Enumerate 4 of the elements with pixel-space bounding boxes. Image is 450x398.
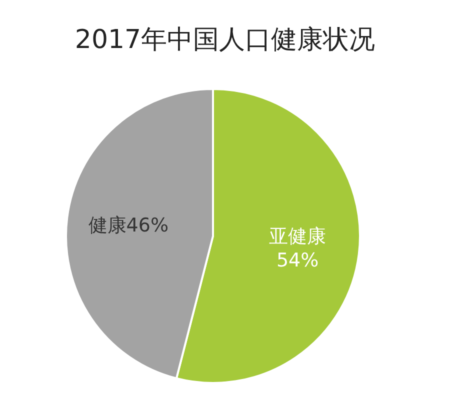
chart-title: 2017年中国人口健康状况 bbox=[74, 25, 376, 55]
slice-label: 亚健康 bbox=[269, 226, 326, 248]
data-label: 54% bbox=[276, 250, 319, 272]
slice-label: 健康46% bbox=[88, 214, 169, 236]
